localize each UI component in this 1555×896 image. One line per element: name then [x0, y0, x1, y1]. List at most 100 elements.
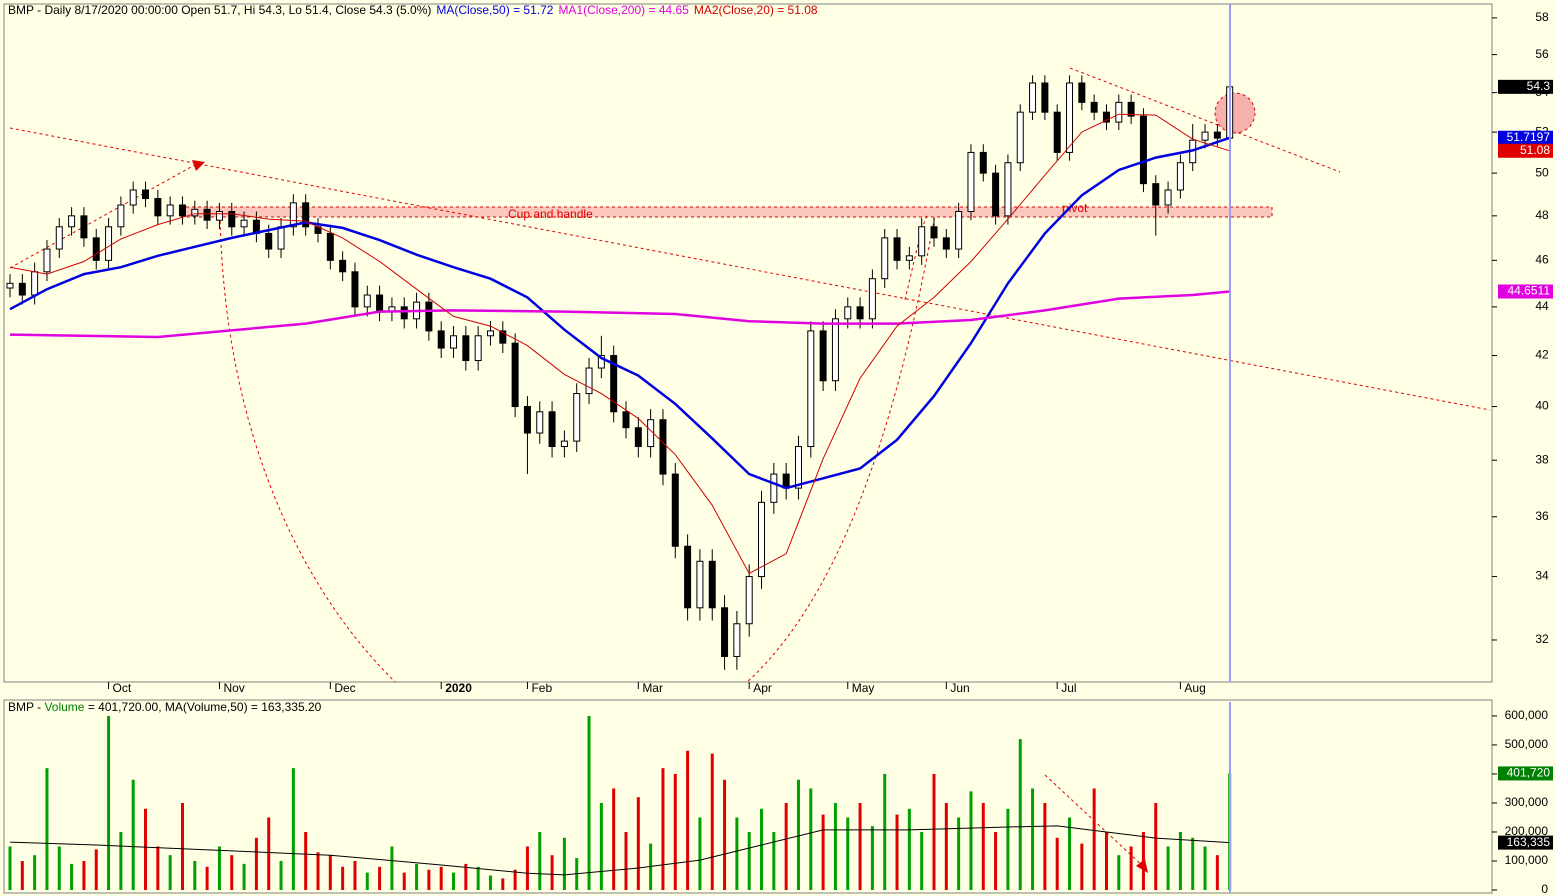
- price-badge: [1498, 130, 1553, 145]
- volume-bar: [501, 878, 505, 890]
- candle-body: [807, 330, 815, 448]
- volume-bar: [833, 802, 837, 890]
- candle-body: [721, 607, 729, 657]
- candle-body: [462, 335, 470, 362]
- x-tick-label: May: [852, 681, 875, 695]
- volume-bar: [587, 715, 591, 890]
- candle-body: [203, 208, 211, 221]
- ma-line: [9, 290, 1230, 339]
- volume-bar: [119, 831, 123, 890]
- y-tick-label: 40: [1535, 399, 1549, 413]
- y-tick-label: 100,000: [1505, 853, 1549, 867]
- volume-bar: [390, 846, 394, 890]
- volume-bar: [144, 808, 148, 890]
- candle-body: [893, 237, 901, 261]
- candle-body: [844, 306, 852, 320]
- volume-bar: [636, 797, 640, 890]
- header-subtitle: = 401,720.00, MA(Volume,50) = 163,335.20: [84, 700, 321, 714]
- volume-bar: [599, 802, 603, 890]
- candle-body: [363, 294, 371, 308]
- annotation: Cup and handle: [508, 207, 593, 221]
- x-tick-label: Feb: [531, 681, 552, 695]
- candle-body: [992, 172, 1000, 217]
- volume-bar: [254, 837, 258, 890]
- candle-body: [868, 278, 876, 320]
- price-badge: [1498, 79, 1553, 94]
- candle-body: [1201, 131, 1209, 141]
- candle-body: [634, 427, 642, 448]
- price-badge-label: 44.6511: [1508, 284, 1551, 298]
- volume-bar: [821, 814, 825, 890]
- candle-body: [6, 282, 14, 289]
- volume-bar: [538, 831, 542, 890]
- x-tick-label: Aug: [1184, 681, 1205, 695]
- volume-bar: [20, 860, 24, 890]
- volume-bar: [624, 831, 628, 890]
- candle-body: [1041, 82, 1049, 113]
- candle-body: [450, 335, 458, 349]
- volume-bar: [45, 768, 49, 890]
- candle-body: [585, 367, 593, 395]
- candle-body: [967, 151, 975, 212]
- x-tick-label: Mar: [642, 681, 663, 695]
- candle-body: [622, 411, 630, 429]
- volume-bar: [452, 872, 456, 890]
- y-tick-label: 36: [1535, 509, 1549, 523]
- candle-body: [474, 335, 482, 362]
- volume-bar: [1092, 788, 1096, 890]
- volume-bar: [760, 808, 764, 890]
- volume-bar: [883, 773, 887, 890]
- candle-body: [437, 330, 445, 349]
- volume-bar: [710, 753, 714, 890]
- y-tick-label: 42: [1535, 348, 1549, 362]
- price-badge: [1498, 766, 1553, 781]
- volume-bar: [217, 846, 221, 890]
- ma-line: [9, 825, 1230, 876]
- candle-body: [1066, 82, 1074, 153]
- volume-bar: [1055, 837, 1059, 890]
- volume-bar: [981, 802, 985, 890]
- candle-body: [265, 232, 273, 250]
- candle-body: [831, 318, 839, 382]
- candle-body: [918, 226, 926, 257]
- candle-body: [240, 219, 248, 228]
- candle-body: [696, 560, 704, 609]
- candle-body: [400, 306, 408, 320]
- candle-body: [1164, 189, 1172, 206]
- price-badge: [1498, 284, 1553, 299]
- x-tick-label: Jun: [950, 681, 969, 695]
- header-title: BMP -: [8, 700, 44, 714]
- volume-bar: [1141, 831, 1145, 890]
- volume-bar: [735, 817, 739, 890]
- volume-header: BMP - Volume = 401,720.00, MA(Volume,50)…: [8, 700, 322, 714]
- volume-bar: [686, 750, 690, 890]
- volume-bar: [267, 817, 271, 890]
- volume-bar: [1191, 837, 1195, 890]
- candle-body: [905, 255, 913, 261]
- price-badge: [1498, 835, 1553, 850]
- price-layer: [6, 75, 1234, 670]
- volume-bar: [1154, 802, 1158, 890]
- legend-entry: MA1(Close,200) = 44.65: [558, 3, 689, 17]
- volume-bar: [1203, 846, 1207, 890]
- trend-line: [9, 161, 201, 269]
- candle-body: [881, 237, 889, 280]
- volume-bar: [341, 866, 345, 890]
- volume-bar: [168, 855, 172, 890]
- candle-body: [930, 226, 938, 239]
- volume-bar: [57, 846, 61, 890]
- volume-bar: [1129, 846, 1133, 890]
- y-tick-label: 600,000: [1505, 708, 1549, 722]
- volume-bar: [131, 779, 135, 890]
- candle-body: [1115, 101, 1123, 123]
- y-tick-label: 32: [1535, 632, 1549, 646]
- x-tick-label: Jul: [1061, 681, 1076, 695]
- candle-body: [376, 294, 384, 313]
- candle-body: [659, 419, 667, 475]
- volume-bar: [82, 860, 86, 890]
- trend-line: [1069, 67, 1341, 173]
- volume-bar: [957, 817, 961, 890]
- candle-body: [536, 411, 544, 434]
- volume-bar: [464, 863, 468, 890]
